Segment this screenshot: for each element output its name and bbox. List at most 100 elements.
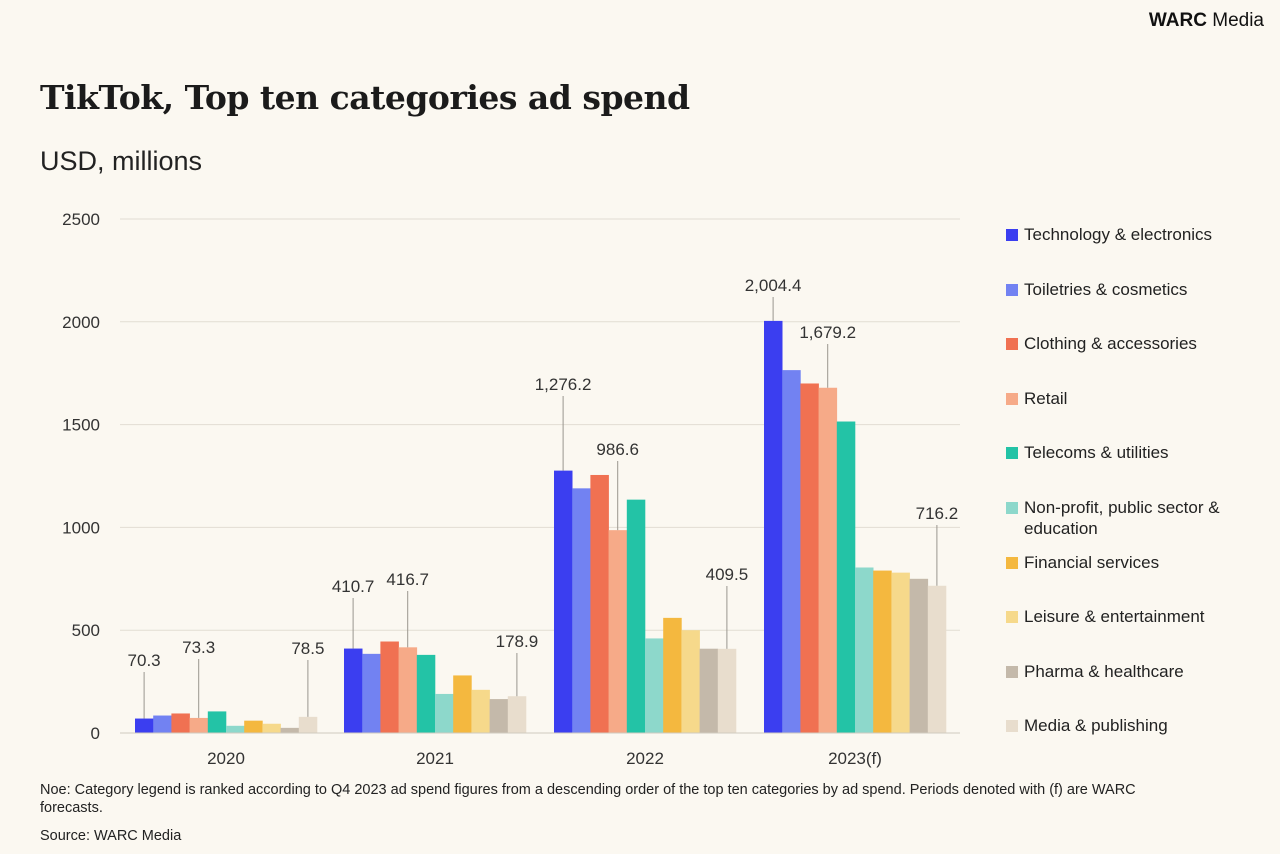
data-label: 716.2 bbox=[916, 504, 959, 523]
bar bbox=[608, 530, 628, 733]
legend-swatch bbox=[1006, 556, 1018, 569]
legend-item: Media & publishing bbox=[1006, 715, 1168, 736]
bar bbox=[800, 383, 819, 733]
legend-label: Non-profit, public sector & education bbox=[1024, 498, 1220, 538]
y-tick-label: 500 bbox=[72, 621, 100, 640]
bar bbox=[590, 474, 609, 733]
brand-logo: WARC Media bbox=[1149, 10, 1264, 32]
legend-label: Financial services bbox=[1024, 552, 1160, 572]
data-label: 410.7 bbox=[332, 577, 375, 596]
legend-item: Technology & electronics bbox=[1006, 224, 1212, 245]
data-label: 1,276.2 bbox=[535, 375, 592, 394]
bar bbox=[489, 699, 509, 733]
legend-swatch bbox=[1006, 229, 1018, 241]
bar bbox=[344, 648, 363, 733]
bar bbox=[663, 617, 682, 733]
bar bbox=[554, 470, 573, 733]
bar bbox=[362, 653, 381, 733]
brand-bold: WARC bbox=[1148, 10, 1207, 31]
data-label: 2,004.4 bbox=[745, 276, 802, 295]
bar bbox=[855, 567, 874, 733]
bar bbox=[626, 499, 646, 733]
bar bbox=[681, 630, 700, 733]
x-tick-label: 2020 bbox=[207, 749, 245, 768]
bar bbox=[280, 727, 300, 733]
y-tick-label: 0 bbox=[91, 724, 100, 743]
bar bbox=[435, 693, 454, 733]
bar bbox=[507, 696, 527, 733]
bar bbox=[891, 572, 910, 733]
bar bbox=[135, 718, 154, 733]
data-label: 1,679.2 bbox=[799, 323, 856, 342]
source-note: Source: WARC Media bbox=[40, 828, 182, 844]
legend-item: Retail bbox=[1006, 388, 1067, 409]
legend-swatch bbox=[1006, 502, 1018, 514]
bar bbox=[398, 647, 418, 733]
legend-label: Retail bbox=[1024, 388, 1068, 408]
legend-swatch bbox=[1006, 665, 1018, 678]
legend-label: Technology & electronics bbox=[1024, 225, 1213, 244]
bar bbox=[298, 716, 318, 733]
legend-label: Media & publishing bbox=[1024, 716, 1168, 736]
footnote: Noe: Category legend is ranked according… bbox=[40, 782, 1136, 816]
legend-swatch bbox=[1006, 283, 1018, 296]
legend-swatch bbox=[1006, 338, 1018, 351]
y-tick-label: 1000 bbox=[62, 518, 100, 537]
legend-swatch bbox=[1006, 392, 1018, 405]
legend-item: Non-profit, public sector & education bbox=[1006, 497, 1276, 539]
bar bbox=[873, 570, 892, 733]
bar bbox=[416, 654, 436, 733]
bar bbox=[717, 648, 737, 733]
y-tick-label: 2000 bbox=[62, 313, 100, 332]
legend-item: Toiletries & cosmetics bbox=[1006, 279, 1187, 300]
brand-rest: Media bbox=[1212, 10, 1264, 31]
bar bbox=[909, 578, 929, 733]
legend-swatch bbox=[1006, 447, 1018, 460]
legend-swatch bbox=[1006, 720, 1018, 733]
data-label: 70.3 bbox=[128, 651, 161, 670]
x-tick-label: 2023(f) bbox=[828, 749, 882, 768]
bar bbox=[262, 723, 281, 733]
data-label: 178.9 bbox=[496, 632, 539, 651]
bar bbox=[836, 421, 856, 733]
data-label: 416.7 bbox=[386, 570, 429, 589]
data-label: 73.3 bbox=[182, 638, 215, 657]
bar bbox=[764, 320, 783, 733]
bar bbox=[818, 387, 838, 733]
legend-label: Pharma & healthcare bbox=[1024, 661, 1184, 681]
bar bbox=[207, 711, 227, 733]
legend-item: Telecoms & utilities bbox=[1006, 442, 1169, 463]
chart-title: TikTok, Top ten categories ad spend bbox=[40, 78, 690, 117]
legend-item: Financial services bbox=[1006, 552, 1159, 573]
bar bbox=[171, 713, 190, 733]
bar bbox=[471, 689, 490, 733]
legend-item: Pharma & healthcare bbox=[1006, 661, 1184, 682]
legend-label: Telecoms & utilities bbox=[1024, 443, 1169, 463]
y-tick-label: 1500 bbox=[62, 416, 100, 435]
bar bbox=[572, 488, 591, 733]
x-tick-label: 2022 bbox=[626, 749, 664, 768]
data-label: 409.5 bbox=[706, 565, 749, 584]
legend-label: Toiletries & cosmetics bbox=[1024, 279, 1188, 299]
bar bbox=[153, 715, 172, 733]
bar bbox=[699, 648, 719, 733]
legend-label: Leisure & entertainment bbox=[1024, 607, 1205, 627]
bar bbox=[645, 638, 664, 733]
bar bbox=[927, 585, 947, 733]
legend-item: Leisure & entertainment bbox=[1006, 606, 1205, 627]
bar bbox=[782, 370, 801, 733]
chart-subtitle: USD, millions bbox=[40, 146, 203, 176]
data-label: 78.5 bbox=[291, 639, 324, 658]
y-tick-label: 2500 bbox=[62, 210, 100, 229]
data-label: 986.6 bbox=[596, 440, 639, 459]
legend-swatch bbox=[1006, 611, 1018, 624]
bar bbox=[226, 725, 245, 733]
bar bbox=[380, 641, 399, 733]
legend-label: Clothing & accessories bbox=[1024, 334, 1197, 354]
bar bbox=[189, 717, 209, 733]
bar bbox=[453, 675, 472, 733]
x-tick-label: 2021 bbox=[416, 749, 454, 768]
bar bbox=[244, 720, 263, 733]
legend-item: Clothing & accessories bbox=[1006, 333, 1197, 354]
